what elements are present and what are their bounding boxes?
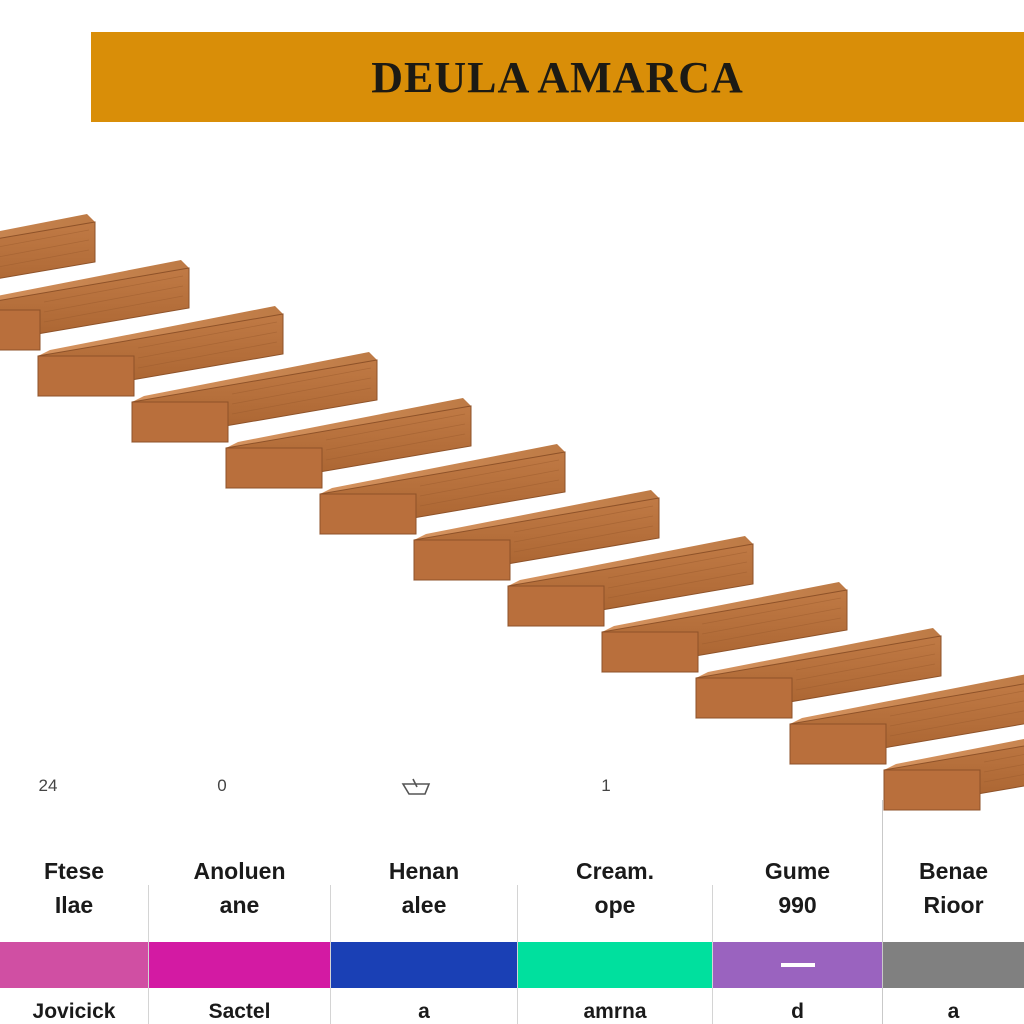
column-divider xyxy=(330,885,331,1024)
step-marker-3-icon xyxy=(396,776,436,803)
category-footer: d xyxy=(791,1000,804,1023)
wooden-step xyxy=(413,490,660,581)
column-divider xyxy=(148,885,149,1024)
step-marker-4: 1 xyxy=(601,776,611,795)
category-footer: Sactel xyxy=(208,1000,271,1023)
category-label: Cream. ope xyxy=(576,858,654,918)
wooden-step xyxy=(507,536,754,627)
category-column-2: Anoluen ane Sactel xyxy=(149,840,330,1024)
wooden-step xyxy=(601,582,848,673)
category-label: Gume 990 xyxy=(764,858,831,918)
category-swatch xyxy=(149,942,330,988)
category-column-6: Benae Rioor a xyxy=(883,840,1024,1024)
step-marker-2: 0 xyxy=(217,776,227,795)
column-divider xyxy=(517,885,518,1024)
category-label: Henan alee xyxy=(388,858,460,918)
category-legend: Ftese Ilae Jovicick Anoluen ane Sactel H… xyxy=(0,840,1024,1024)
category-label: Anoluen ane xyxy=(193,858,286,918)
dash-mark xyxy=(780,963,815,967)
category-footer: amrna xyxy=(583,1000,647,1023)
category-footer: a xyxy=(418,1000,430,1023)
category-swatch xyxy=(0,942,148,988)
wooden-step xyxy=(789,674,1024,765)
wooden-step xyxy=(225,398,472,489)
category-label: Ftese Ilae xyxy=(43,858,105,918)
wooden-step xyxy=(319,444,566,535)
wooden-step xyxy=(695,628,942,719)
category-column-5: Gume 990 d xyxy=(713,840,882,1024)
category-swatch xyxy=(331,942,517,988)
column-divider xyxy=(712,885,713,1024)
wooden-step xyxy=(883,738,1024,811)
category-swatch xyxy=(518,942,712,988)
wooden-step xyxy=(131,352,378,443)
wooden-stairs-illustration xyxy=(0,214,1024,811)
wooden-step xyxy=(0,214,96,279)
category-swatch xyxy=(713,942,882,988)
title-banner: DEULA AMARCA xyxy=(91,32,1024,122)
category-footer: a xyxy=(947,1000,960,1023)
category-swatch xyxy=(883,942,1024,988)
divider-line xyxy=(882,800,883,1024)
page-title: DEULA AMARCA xyxy=(371,52,744,102)
category-column-1: Ftese Ilae Jovicick xyxy=(0,840,148,1024)
category-footer: Jovicick xyxy=(32,1000,116,1023)
category-label: Benae Rioor xyxy=(918,858,989,918)
category-column-3: Henan alee a xyxy=(331,840,517,1024)
wooden-step xyxy=(37,306,284,397)
step-marker-1: 24 xyxy=(38,776,58,795)
wooden-step xyxy=(0,260,190,351)
category-column-4: Cream. ope amrna xyxy=(518,840,712,1024)
